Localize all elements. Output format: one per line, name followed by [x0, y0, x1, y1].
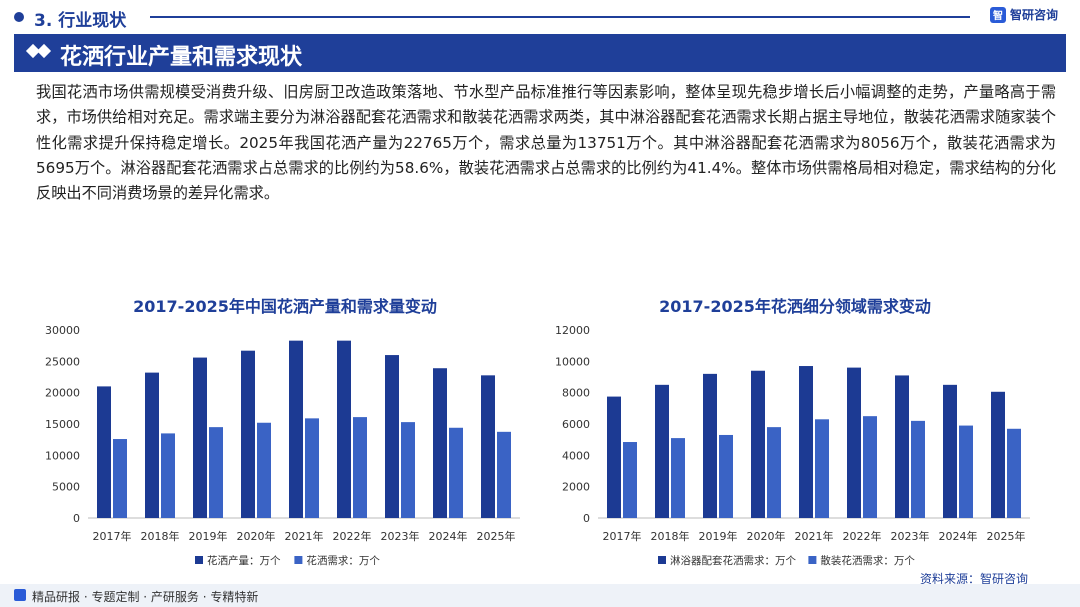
legend-label: 淋浴器配套花洒需求：万个: [670, 554, 796, 567]
x-tick-label: 2019年: [699, 529, 738, 543]
x-tick-label: 2022年: [333, 529, 372, 543]
bar: [481, 375, 495, 518]
bar: [449, 427, 463, 518]
y-tick-label: 10000: [45, 449, 80, 462]
y-tick-label: 25000: [45, 355, 80, 368]
y-tick-label: 10000: [555, 355, 590, 368]
x-tick-label: 2021年: [285, 529, 324, 543]
x-tick-label: 2019年: [189, 529, 228, 543]
bar: [193, 357, 207, 518]
bar: [863, 416, 877, 518]
x-tick-label: 2023年: [381, 529, 420, 543]
bar: [161, 433, 175, 518]
report-icon: [14, 589, 26, 601]
bar: [385, 355, 399, 518]
chart-title-2: 2017-2025年花洒细分领域需求变动: [659, 297, 931, 316]
legend-swatch: [808, 556, 817, 564]
bar: [815, 419, 829, 518]
legend-label: 花洒产量：万个: [207, 554, 281, 567]
diamond-icon: [36, 43, 52, 59]
top-bar: 3. 行业现状 智 智研咨询: [0, 0, 1080, 34]
x-tick-label: 2020年: [747, 529, 786, 543]
bar: [607, 396, 621, 518]
x-tick-label: 2025年: [987, 529, 1026, 543]
divider: [150, 16, 970, 18]
y-tick-label: 6000: [562, 418, 590, 431]
x-tick-label: 2024年: [429, 529, 468, 543]
bar: [305, 418, 319, 518]
x-tick-label: 2018年: [651, 529, 690, 543]
y-tick-label: 5000: [52, 481, 80, 494]
footer-text: 精品研报 · 专题定制 · 产研服务 · 专精特新: [32, 590, 259, 604]
bar: [1007, 428, 1021, 518]
bar: [433, 368, 447, 518]
bar: [799, 366, 813, 518]
x-tick-label: 2021年: [795, 529, 834, 543]
bar: [257, 422, 271, 518]
legend-swatch: [658, 556, 666, 564]
brand: 智 智研咨询: [990, 6, 1058, 23]
bar: [703, 373, 717, 518]
bar: [991, 391, 1005, 518]
title-banner: 花洒行业产量和需求现状: [14, 34, 1066, 72]
bar: [623, 442, 637, 518]
y-tick-label: 12000: [555, 324, 590, 337]
bar: [943, 384, 957, 518]
section-title: 3. 行业现状: [34, 11, 127, 31]
bar: [847, 367, 861, 518]
bar: [895, 375, 909, 518]
footer-bar: 精品研报 · 专题定制 · 产研服务 · 专精特新: [0, 584, 1080, 607]
legend-swatch: [294, 556, 303, 564]
bar: [767, 427, 781, 518]
bar: [751, 370, 765, 518]
bar: [209, 427, 223, 518]
y-tick-label: 20000: [45, 387, 80, 400]
bar: [497, 431, 511, 518]
bar: [145, 372, 159, 518]
y-tick-label: 30000: [45, 324, 80, 337]
x-tick-label: 2018年: [141, 529, 180, 543]
y-tick-label: 2000: [562, 481, 590, 494]
legend-swatch: [195, 556, 203, 564]
x-tick-label: 2022年: [843, 529, 882, 543]
page-title: 花洒行业产量和需求现状: [60, 45, 303, 70]
y-tick-label: 15000: [45, 418, 80, 431]
bar: [113, 439, 127, 518]
chart-production-demand: 0 5000 10000 15000 20000 25000 30000 2017年 2018年…: [45, 324, 520, 567]
bar: [401, 422, 415, 518]
chart-segment-demand: 0 2000 4000 6000 8000 10000 12000 2017年 2018年 201…: [555, 324, 1030, 567]
brand-name: 智研咨询: [1010, 8, 1059, 22]
brand-logo-icon: 智: [990, 6, 1006, 23]
x-tick-label: 2023年: [891, 529, 930, 543]
bar: [719, 434, 733, 518]
x-tick-label: 2025年: [477, 529, 516, 543]
x-tick-label: 2017年: [93, 529, 132, 543]
bar: [289, 340, 303, 518]
bar: [353, 417, 367, 518]
bar: [959, 425, 973, 518]
y-tick-label: 8000: [562, 387, 590, 400]
x-tick-label: 2017年: [603, 529, 642, 543]
x-tick-label: 2024年: [939, 529, 978, 543]
body-paragraph: 我国花洒市场供需规模受消费升级、旧房厨卫改造政策落地、节水型产品标准推行等因素影…: [36, 83, 1056, 203]
y-tick-label: 4000: [562, 449, 590, 462]
bar: [337, 340, 351, 518]
bar: [97, 386, 111, 518]
bar: [671, 438, 685, 518]
bullet-dot-icon: [14, 12, 24, 22]
y-tick-label: 0: [583, 512, 590, 525]
chart-title-1: 2017-2025年中国花洒产量和需求量变动: [133, 297, 437, 316]
legend-label: 散装花洒需求：万个: [820, 554, 915, 567]
y-tick-label: 0: [73, 512, 80, 525]
bar: [911, 420, 925, 518]
bar: [241, 350, 255, 518]
x-tick-label: 2020年: [237, 529, 276, 543]
source-note: 资料来源：智研咨询: [920, 572, 1029, 586]
legend-label: 花洒需求：万个: [306, 554, 380, 567]
bar: [655, 384, 669, 518]
